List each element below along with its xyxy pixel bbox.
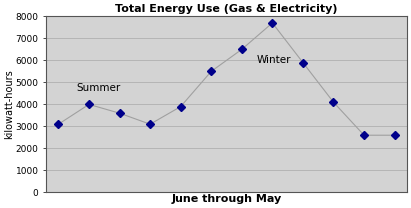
Title: Total Energy Use (Gas & Electricity): Total Energy Use (Gas & Electricity) [115,4,338,14]
Text: Summer: Summer [77,83,121,93]
Text: Winter: Winter [257,54,291,64]
X-axis label: June through May: June through May [171,194,282,204]
Y-axis label: kilowatt-hours: kilowatt-hours [4,69,14,139]
